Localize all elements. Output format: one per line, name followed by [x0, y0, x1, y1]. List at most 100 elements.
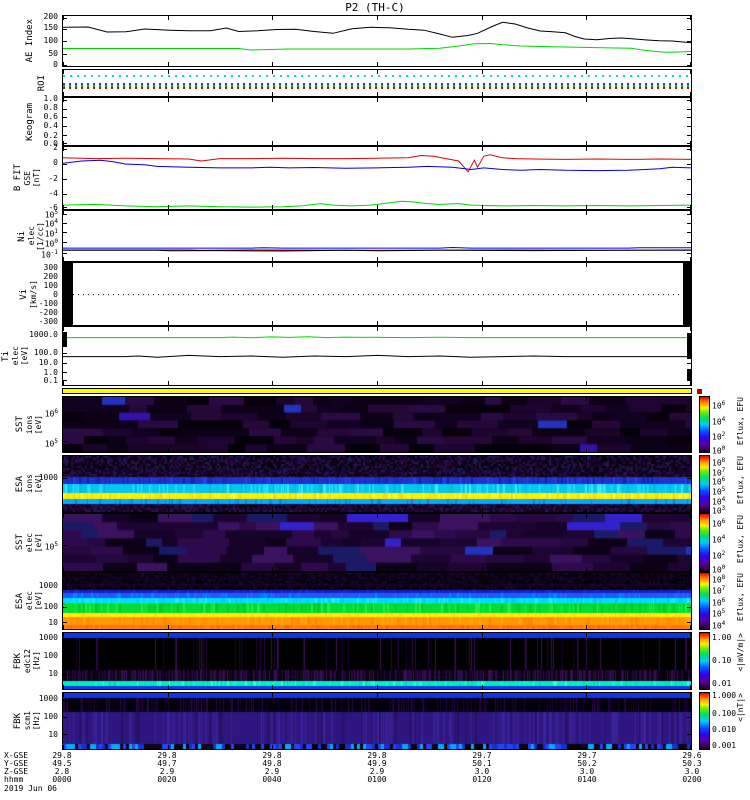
page-title: P2 (TH-C) — [345, 1, 405, 14]
panel-label-line: [eV] — [34, 414, 43, 435]
x-major-tick — [586, 567, 587, 571]
x-major-tick — [482, 381, 483, 385]
x-major-tick — [482, 514, 483, 518]
y-tick-label: 0.1 — [43, 376, 58, 386]
y-major-tick — [687, 18, 691, 19]
x-major-tick — [690, 745, 691, 749]
x-major-tick — [63, 448, 64, 452]
trace-ni — [63, 249, 691, 252]
y-tick-label: 150 — [43, 23, 58, 32]
spectrogram-esa_ions — [63, 456, 691, 512]
y-tick-label: 0.8 — [43, 103, 58, 113]
y-major-tick — [63, 253, 67, 254]
y-tick-label: 10 — [48, 618, 58, 628]
y-major-tick — [687, 109, 691, 110]
x-major-tick — [377, 141, 378, 145]
colorbar-tick-label: 0.100 — [712, 708, 737, 718]
line-plot-keogram — [63, 98, 691, 145]
y-major-tick — [63, 117, 67, 118]
x-major-tick — [63, 508, 64, 512]
x-major-tick — [482, 16, 483, 20]
xaxis-value: 3.0 — [474, 767, 490, 776]
y-tick-label: 50 — [48, 49, 58, 58]
x-major-tick — [272, 211, 273, 215]
xaxis-value: 50.3 — [682, 759, 702, 768]
colorbar-tick-label: 108 — [712, 573, 726, 585]
y-major-tick — [687, 673, 691, 674]
colorbar-unit-text: <|mV/m|> — [736, 633, 745, 672]
colorbar-tick-label: 1.000 — [712, 691, 737, 701]
colorbar-tick-label: 0.001 — [712, 741, 737, 751]
y-tick-label: 0.4 — [43, 121, 58, 131]
y-tick-label: 100 — [43, 36, 58, 45]
x-major-tick — [690, 693, 691, 697]
y-major-tick — [687, 207, 691, 208]
panel-label-line: elec — [25, 532, 34, 553]
x-major-tick — [482, 448, 483, 452]
x-major-tick — [377, 205, 378, 209]
x-major-tick — [482, 633, 483, 637]
x-major-tick — [272, 685, 273, 689]
y-major-tick — [63, 295, 67, 296]
x-major-tick — [168, 70, 169, 74]
panel-label-line: Ni — [17, 230, 27, 242]
panel-label-line: AE Index — [25, 19, 35, 63]
x-major-tick — [482, 693, 483, 697]
colorbar-unit: <|mV/m|> — [736, 633, 745, 689]
y-major-tick — [63, 545, 67, 546]
x-major-tick — [63, 62, 64, 66]
y-major-tick — [63, 717, 67, 718]
x-major-tick — [168, 381, 169, 385]
xaxis-row-label: hhmm — [4, 775, 24, 784]
x-major-tick — [482, 508, 483, 512]
x-major-tick — [690, 397, 691, 401]
y-tick-label: 105 — [44, 208, 58, 220]
y-major-tick — [687, 179, 691, 180]
line-plot-bfit — [63, 154, 691, 208]
y-tick-label: 0 — [53, 60, 58, 70]
y-major-tick — [687, 639, 691, 640]
x-major-tick — [63, 514, 64, 518]
x-major-tick — [690, 321, 691, 325]
colorbar-tick-label: 100 — [712, 445, 726, 457]
colorbar-unit-text: <|nT|> — [736, 693, 745, 722]
y-tick-label: 1.0 — [43, 94, 58, 104]
colorbar-unit: Eflux, EFU — [736, 456, 745, 512]
panel-label-line: ROI — [37, 74, 47, 92]
x-major-tick — [586, 327, 587, 331]
y-major-tick — [63, 336, 67, 337]
x-major-tick — [377, 448, 378, 452]
panel-label-line: ions — [25, 474, 34, 494]
spectrogram-sst_ions — [63, 397, 691, 452]
panel-label-ae: AE Index — [25, 1, 35, 81]
x-major-tick — [377, 211, 378, 215]
trace-ti — [63, 354, 691, 358]
y-major-tick — [687, 164, 691, 165]
x-major-tick — [586, 381, 587, 385]
x-major-tick — [168, 685, 169, 689]
x-major-tick — [377, 567, 378, 571]
x-major-tick — [377, 70, 378, 74]
y-major-tick — [63, 164, 67, 165]
x-major-tick — [63, 327, 64, 331]
panel-bfit — [62, 146, 692, 210]
y-tick-label: 1000 — [38, 580, 58, 590]
x-major-tick — [168, 16, 169, 20]
colorbar-tick-label: 102 — [712, 431, 726, 442]
panel-label-line: B FIT — [13, 164, 23, 192]
x-major-tick — [586, 16, 587, 20]
xaxis-value: 49.9 — [367, 759, 387, 768]
x-major-tick — [482, 211, 483, 215]
y-major-tick — [63, 412, 67, 413]
colorbar-tick-label: 107 — [712, 466, 726, 478]
x-major-tick — [272, 205, 273, 209]
x-major-tick — [377, 745, 378, 749]
x-major-tick — [377, 263, 378, 267]
x-major-tick — [690, 456, 691, 460]
x-major-tick — [586, 508, 587, 512]
y-major-tick — [63, 372, 67, 373]
trace-kyoto-proxy-ae — [63, 42, 691, 53]
y-major-tick — [63, 700, 67, 701]
x-major-tick — [377, 508, 378, 512]
y-tick-label: 1000 — [38, 693, 58, 703]
